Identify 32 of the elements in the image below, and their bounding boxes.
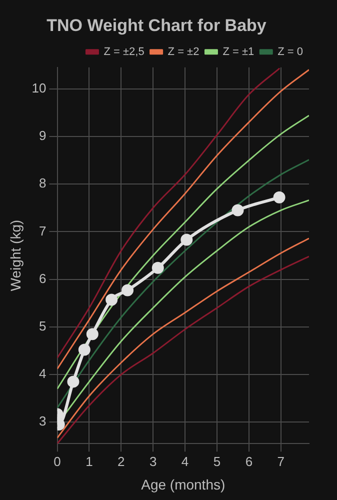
y-tick-label: 5 (39, 318, 46, 334)
point (180, 234, 193, 246)
point (152, 262, 164, 274)
point (67, 376, 80, 388)
legend-label: Z = 0 (278, 46, 303, 58)
legend-label: Z = ±2,5 (104, 46, 144, 58)
x-tick-label: 5 (213, 454, 221, 469)
x-tick-label: 2 (118, 454, 125, 469)
y-tick-label: 8 (39, 176, 46, 191)
x-tick-label: 3 (149, 454, 157, 469)
point (122, 284, 134, 296)
point (106, 294, 118, 306)
legend-label: Z = ±1 (222, 46, 254, 58)
y-tick-label: 6 (39, 270, 46, 286)
point (78, 344, 90, 356)
x-tick-label: 4 (181, 454, 189, 469)
y-axis-title: Weight (kg) (7, 220, 24, 292)
x-tick-label: 1 (86, 454, 93, 469)
legend-label: Z = ±2 (168, 46, 200, 58)
y-tick-label: 3 (39, 414, 46, 429)
point (86, 328, 98, 340)
point (273, 191, 286, 204)
y-tick-label: 7 (39, 223, 46, 238)
x-tick-label: 7 (277, 454, 285, 469)
x-axis-title: Age (months) (141, 476, 226, 492)
y-tick-label: 9 (39, 128, 46, 144)
point (232, 204, 244, 216)
chart-title: TNO Weight Chart for Baby (46, 16, 267, 35)
y-tick-label: 4 (39, 366, 46, 382)
x-tick-label: 6 (245, 454, 253, 469)
x-tick-label: 0 (54, 454, 61, 469)
y-tick-label: 10 (32, 80, 46, 96)
